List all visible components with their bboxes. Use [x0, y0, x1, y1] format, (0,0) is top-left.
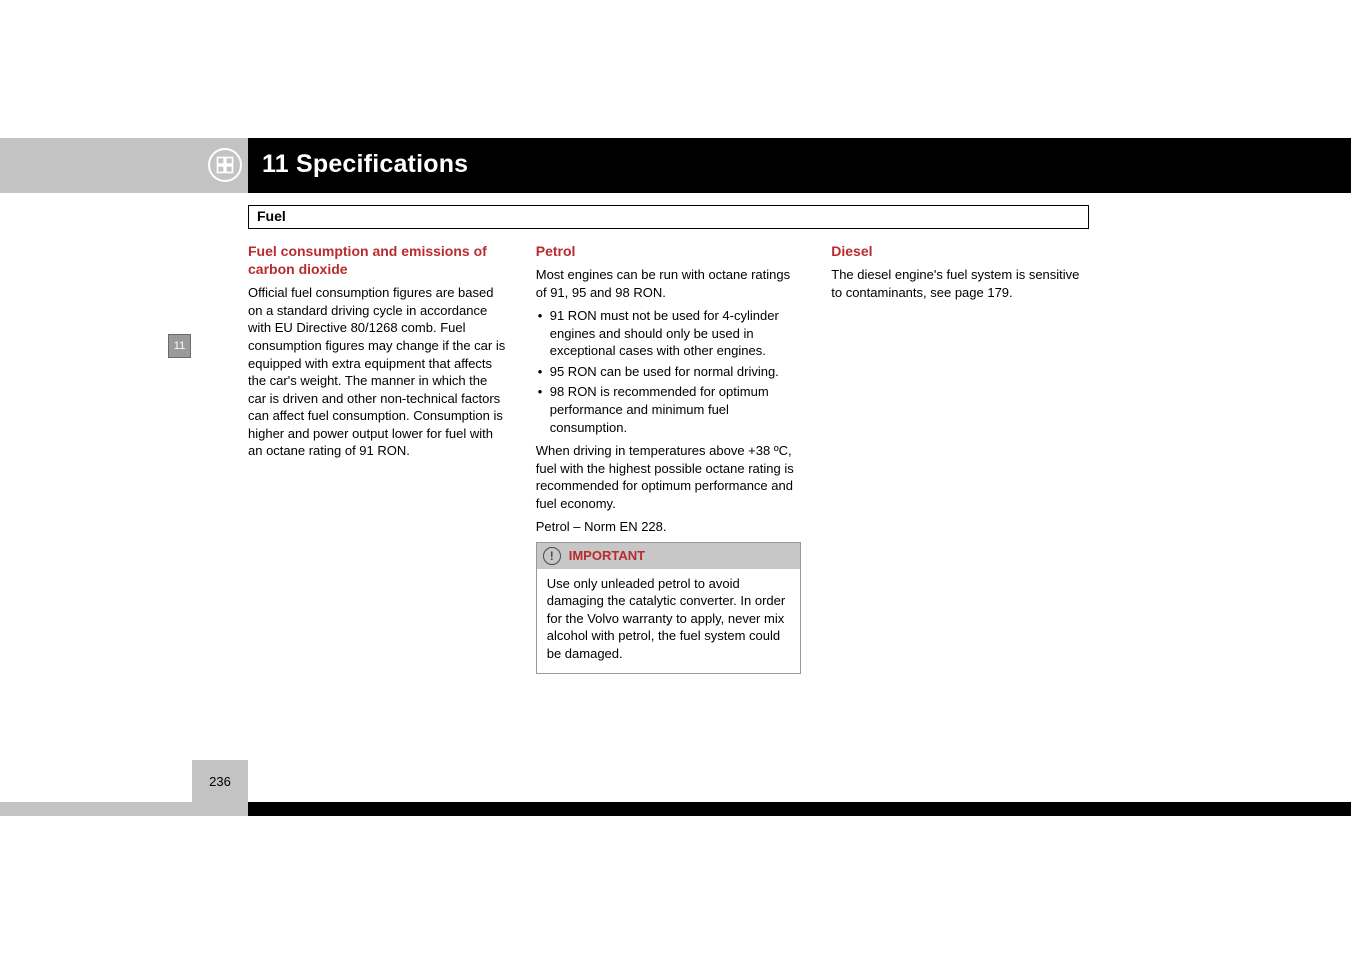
- chapter-title: 11 Specifications: [262, 150, 468, 179]
- columns: Fuel consumption and emissions of carbon…: [248, 242, 1089, 674]
- important-box: ! IMPORTANT Use only unleaded petrol to …: [536, 542, 802, 674]
- important-body: Use only unleaded petrol to avoid damagi…: [537, 569, 801, 673]
- col2-after-bullets: When driving in temperatures above +38 º…: [536, 442, 802, 512]
- section-title: Fuel: [257, 208, 286, 224]
- page-number: 236: [209, 774, 231, 789]
- col2-bullets: 91 RON must not be used for 4-cylinder e…: [536, 307, 802, 436]
- page-number-block: 236: [192, 760, 248, 802]
- col2-intro: Most engines can be run with octane rati…: [536, 266, 802, 301]
- col3-heading: Diesel: [831, 242, 1089, 260]
- list-item: 91 RON must not be used for 4-cylinder e…: [536, 307, 802, 360]
- col3-body: The diesel engine's fuel system is sensi…: [831, 266, 1089, 301]
- important-header: ! IMPORTANT: [537, 543, 801, 569]
- chapter-icon: [208, 148, 242, 182]
- list-item: 95 RON can be used for normal driving.: [536, 363, 802, 381]
- footer-bar-left: [0, 802, 248, 816]
- col1-body: Official fuel consumption figures are ba…: [248, 284, 506, 459]
- col1-heading: Fuel consumption and emissions of carbon…: [248, 242, 506, 278]
- col2-norm: Petrol – Norm EN 228.: [536, 518, 802, 536]
- column-1: Fuel consumption and emissions of carbon…: [248, 242, 506, 674]
- warning-icon: !: [543, 547, 561, 565]
- section-title-box: Fuel: [248, 205, 1089, 229]
- column-2: Petrol Most engines can be run with octa…: [536, 242, 802, 674]
- list-item: 98 RON is recommended for optimum perfor…: [536, 383, 802, 436]
- col2-heading: Petrol: [536, 242, 802, 260]
- important-label: IMPORTANT: [569, 548, 645, 563]
- content-area: Fuel consumption and emissions of carbon…: [248, 242, 1089, 674]
- page: 11 Specifications Fuel 11 Fuel consumpti…: [0, 0, 1351, 954]
- column-3: Diesel The diesel engine's fuel system i…: [831, 242, 1089, 674]
- side-tab: 11: [168, 334, 191, 358]
